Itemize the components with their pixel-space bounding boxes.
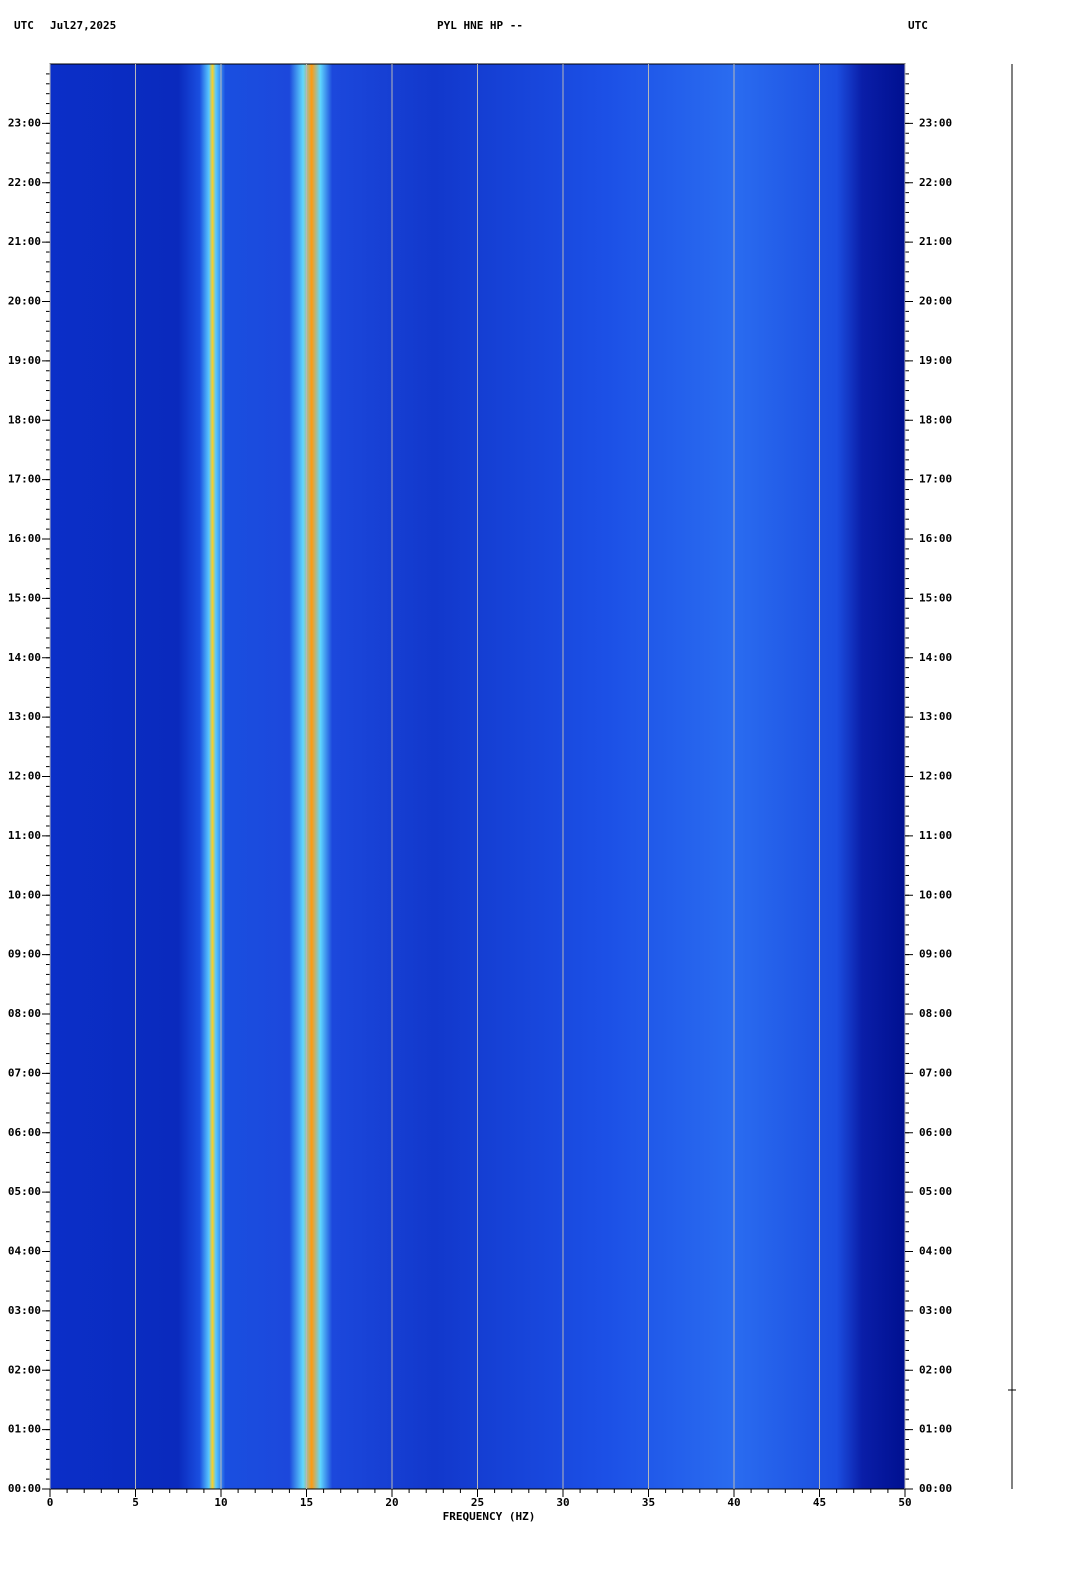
date: Jul27,2025: [50, 19, 116, 32]
y-tick-label-right: 21:00: [919, 235, 952, 248]
x-tick-label: 35: [642, 1496, 655, 1509]
x-axis-label: FREQUENCY (HZ): [443, 1510, 536, 1523]
time-zone-right: UTC: [908, 19, 928, 32]
y-tick-label-right: 18:00: [919, 413, 952, 426]
y-tick-label: 06:00: [8, 1126, 41, 1139]
y-tick-label: 05:00: [8, 1185, 41, 1198]
y-tick-label-right: 22:00: [919, 176, 952, 189]
y-tick-label: 03:00: [8, 1304, 41, 1317]
y-tick-label-right: 13:00: [919, 710, 952, 723]
y-tick-label: 01:00: [8, 1423, 41, 1436]
y-tick-label: 23:00: [8, 116, 41, 129]
x-tick-label: 45: [813, 1496, 826, 1509]
time-zone-left: UTC: [14, 19, 34, 32]
y-tick-label-right: 23:00: [919, 116, 952, 129]
y-tick-label-right: 11:00: [919, 829, 952, 842]
y-tick-label-right: 15:00: [919, 591, 952, 604]
y-tick-label: 16:00: [8, 532, 41, 545]
y-tick-label: 13:00: [8, 710, 41, 723]
x-tick-label: 40: [727, 1496, 740, 1509]
y-tick-label: 21:00: [8, 235, 41, 248]
y-tick-label: 20:00: [8, 295, 41, 308]
y-tick-label: 09:00: [8, 948, 41, 961]
x-tick-label: 10: [214, 1496, 227, 1509]
y-tick-label-right: 07:00: [919, 1066, 952, 1079]
y-tick-label-right: 16:00: [919, 532, 952, 545]
y-tick-label: 07:00: [8, 1066, 41, 1079]
y-tick-label: 19:00: [8, 354, 41, 367]
y-tick-label-right: 08:00: [919, 1007, 952, 1020]
y-tick-label: 22:00: [8, 176, 41, 189]
y-tick-label: 12:00: [8, 770, 41, 783]
x-tick-label: 30: [556, 1496, 569, 1509]
y-tick-label-right: 05:00: [919, 1185, 952, 1198]
y-tick-label: 15:00: [8, 591, 41, 604]
y-tick-label: 14:00: [8, 651, 41, 664]
y-tick-label: 00:00: [8, 1482, 41, 1495]
x-tick-label: 0: [47, 1496, 54, 1509]
y-tick-label-right: 06:00: [919, 1126, 952, 1139]
y-tick-label-right: 12:00: [919, 770, 952, 783]
y-tick-label-right: 14:00: [919, 651, 952, 664]
x-tick-label: 15: [300, 1496, 313, 1509]
y-tick-label-right: 10:00: [919, 888, 952, 901]
y-tick-label: 17:00: [8, 473, 41, 486]
y-tick-label-right: 20:00: [919, 295, 952, 308]
y-tick-label-right: 19:00: [919, 354, 952, 367]
y-tick-label-right: 03:00: [919, 1304, 952, 1317]
y-tick-label-right: 09:00: [919, 948, 952, 961]
y-tick-label-right: 01:00: [919, 1423, 952, 1436]
y-tick-label: 11:00: [8, 829, 41, 842]
y-tick-label: 04:00: [8, 1245, 41, 1258]
x-tick-label: 20: [385, 1496, 398, 1509]
x-tick-label: 50: [898, 1496, 911, 1509]
y-tick-label: 02:00: [8, 1363, 41, 1376]
y-tick-label-right: 02:00: [919, 1363, 952, 1376]
y-tick-label-right: 00:00: [919, 1482, 952, 1495]
y-tick-label: 08:00: [8, 1007, 41, 1020]
chart-title: PYL HNE HP --: [437, 19, 523, 32]
y-tick-label: 10:00: [8, 888, 41, 901]
y-tick-label-right: 04:00: [919, 1245, 952, 1258]
y-tick-label: 18:00: [8, 413, 41, 426]
x-tick-label: 5: [132, 1496, 139, 1509]
x-tick-label: 25: [471, 1496, 484, 1509]
y-tick-label-right: 17:00: [919, 473, 952, 486]
